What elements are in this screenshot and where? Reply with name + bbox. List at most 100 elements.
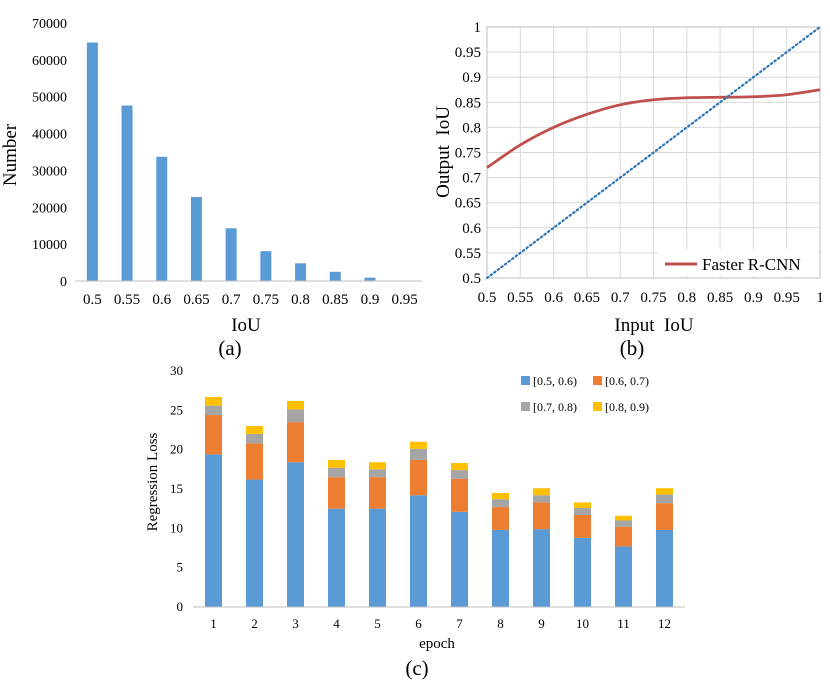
chart-a-y-tick-label: 40000 — [32, 128, 67, 143]
chart-c-bar-segment-3 — [287, 409, 304, 423]
chart-b-x-tick-label: 0.75 — [640, 290, 666, 306]
chart-a-x-axis-label: IoU — [231, 315, 261, 336]
chart-c-legend-swatch — [521, 376, 530, 385]
chart-a-x-tick-label: 0.55 — [114, 292, 140, 308]
chart-b-y-ticks: 0.5 0.55 0.6 0.65 0.7 0.75 0.8 0.85 0.9 0.95 1 — [455, 20, 482, 287]
chart-c-bar-segment-3 — [246, 433, 263, 444]
chart-b-x-tick-label: 0.95 — [774, 290, 800, 306]
chart-c-bar-segment-2 — [410, 459, 427, 496]
chart-c-x-tick-label: 9 — [538, 616, 545, 631]
chart-c-y-tick-label: 0 — [177, 599, 184, 614]
chart-b-caption: (b) — [620, 336, 645, 360]
chart-c-bar-segment-2 — [615, 526, 632, 547]
chart-b-y-tick-label: 0.65 — [455, 196, 481, 212]
chart-b-y-tick-label: 0.95 — [455, 45, 481, 61]
chart-c-bar-segment-3 — [574, 507, 591, 515]
chart-c-x-tick-label: 11 — [617, 616, 630, 631]
chart-a-x-tick-label: 0.95 — [392, 292, 418, 308]
chart-c-bar-segment-4 — [574, 502, 591, 508]
chart-c-x-tick-label: 4 — [333, 616, 340, 631]
chart-c-x-tick-label: 2 — [251, 616, 258, 631]
chart-c-legend-label: [0.6, 0.7) — [605, 374, 649, 388]
chart-c-bar-segment-2 — [369, 477, 386, 509]
chart-b-x-ticks: 0.5 0.55 0.6 0.65 0.7 0.75 0.8 0.85 0.9 0.95 1 — [478, 290, 824, 306]
chart-a-x-tick-label: 0.7 — [222, 292, 241, 308]
chart-c-x-tick-label: 3 — [292, 616, 299, 631]
chart-b-x-tick-label: 0.85 — [707, 290, 733, 306]
chart-c-legend-label: [0.8, 0.9) — [605, 400, 649, 414]
chart-b-y-tick-label: 0.5 — [462, 271, 481, 287]
chart-a-x-tick-label: 0.65 — [183, 292, 209, 308]
chart-a-x-tick-label: 0.8 — [291, 292, 310, 308]
chart-c-caption: (c) — [405, 656, 428, 680]
chart-a-y-tick-label: 60000 — [32, 54, 67, 69]
chart-c-bar-segment-1 — [328, 508, 345, 607]
chart-b-y-tick-label: 0.85 — [455, 95, 481, 111]
chart-c-x-tick-label: 6 — [415, 616, 422, 631]
chart-c-bar-segment-3 — [369, 469, 386, 478]
chart-b-line-faster-rcnn — [486, 88, 821, 169]
chart-a-bar — [225, 228, 237, 281]
chart-c-bar-segment-2 — [246, 443, 263, 480]
chart-c-y-tick-label: 25 — [170, 402, 183, 417]
chart-c-bar-segment-1 — [615, 546, 632, 607]
chart-a-bar — [121, 105, 133, 281]
chart-c-stacked-bars — [205, 396, 673, 607]
chart-a-y-axis-label: Number — [0, 123, 21, 186]
chart-a-y-tick-label: 0 — [60, 275, 67, 290]
chart-a-iou-histogram: 0 10000 20000 30000 40000 50000 60000 70000 0.5… — [0, 17, 422, 360]
chart-c-bar-segment-1 — [451, 511, 468, 607]
chart-c-bar-segment-4 — [205, 396, 222, 406]
chart-c-legend-swatch — [521, 402, 530, 411]
chart-a-x-tick-label: 0.75 — [253, 292, 279, 308]
chart-a-y-tick-label: 70000 — [32, 17, 67, 32]
chart-b-y-tick-label: 0.55 — [455, 246, 481, 262]
chart-a-y-tick-label: 30000 — [32, 164, 67, 179]
chart-b-plot-frame — [486, 26, 821, 279]
chart-c-x-tick-label: 10 — [576, 616, 589, 631]
chart-b-x-axis-label: Input IoU — [614, 315, 693, 336]
chart-b-y-axis-label: Output IoU — [433, 106, 454, 198]
chart-c-bar-segment-4 — [615, 515, 632, 521]
chart-a-bar — [156, 156, 168, 281]
chart-c-bar-segment-1 — [533, 529, 550, 607]
chart-c-bar-segment-3 — [451, 470, 468, 479]
chart-c-bar-segment-4 — [246, 426, 263, 434]
chart-b-y-tick-label: 0.6 — [462, 221, 481, 237]
chart-a-bar — [364, 277, 376, 281]
chart-a-y-ticks: 0 10000 20000 30000 40000 50000 60000 70000 — [32, 17, 67, 290]
chart-c-bar-segment-3 — [656, 494, 673, 504]
chart-c-bar-segment-2 — [451, 478, 468, 512]
chart-c-bar-segment-4 — [287, 400, 304, 410]
chart-c-bar-segment-2 — [287, 422, 304, 463]
chart-c-bar-segment-1 — [246, 479, 263, 607]
chart-c-bar-segment-2 — [656, 503, 673, 530]
chart-c-x-tick-label: 7 — [456, 616, 463, 631]
chart-c-bar-segment-4 — [492, 492, 509, 500]
chart-a-bar — [190, 196, 202, 281]
chart-c-bar-segment-2 — [492, 507, 509, 530]
chart-b-y-tick-label: 0.75 — [455, 146, 481, 162]
chart-b-x-tick-label: 1 — [816, 290, 824, 306]
chart-c-bar-segment-2 — [328, 477, 345, 509]
chart-b-y-tick-label: 0.9 — [462, 70, 481, 86]
chart-c-bar-segment-2 — [533, 502, 550, 530]
chart-c-x-tick-label: 1 — [210, 616, 217, 631]
chart-b-series — [485, 25, 822, 280]
chart-c-bar-segment-4 — [451, 463, 468, 471]
chart-c-x-axis-label: epoch — [419, 636, 455, 652]
chart-c-y-tick-label: 30 — [170, 363, 183, 378]
chart-c-legend-label: [0.7, 0.8) — [533, 400, 577, 414]
chart-c-y-ticks: 0 5 10 15 20 25 30 — [170, 363, 183, 614]
chart-c-bar-segment-4 — [656, 488, 673, 495]
chart-c-y-tick-label: 15 — [170, 481, 183, 496]
chart-c-bar-segment-1 — [574, 537, 591, 607]
chart-c-x-tick-label: 12 — [658, 616, 671, 631]
chart-c-bar-segment-2 — [205, 415, 222, 455]
chart-c-bar-segment-4 — [533, 488, 550, 496]
chart-b-x-tick-label: 0.65 — [574, 290, 600, 306]
chart-c-legend-swatch — [593, 376, 602, 385]
chart-c-x-tick-label: 5 — [374, 616, 381, 631]
